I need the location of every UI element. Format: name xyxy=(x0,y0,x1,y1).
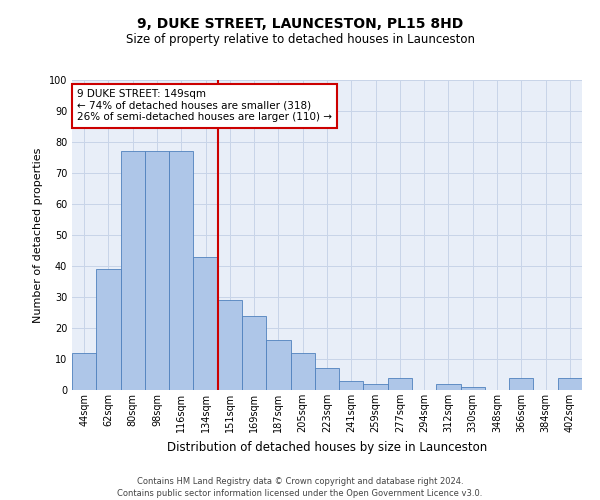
Text: Size of property relative to detached houses in Launceston: Size of property relative to detached ho… xyxy=(125,32,475,46)
Bar xyxy=(509,378,533,390)
Bar xyxy=(436,384,461,390)
Bar xyxy=(558,378,582,390)
Bar xyxy=(96,269,121,390)
Bar xyxy=(266,340,290,390)
Bar xyxy=(193,256,218,390)
Bar xyxy=(121,152,145,390)
Bar xyxy=(242,316,266,390)
X-axis label: Distribution of detached houses by size in Launceston: Distribution of detached houses by size … xyxy=(167,440,487,454)
Bar xyxy=(339,380,364,390)
Bar xyxy=(315,368,339,390)
Text: Contains HM Land Registry data © Crown copyright and database right 2024.: Contains HM Land Registry data © Crown c… xyxy=(137,478,463,486)
Bar xyxy=(72,353,96,390)
Y-axis label: Number of detached properties: Number of detached properties xyxy=(33,148,43,322)
Text: 9 DUKE STREET: 149sqm
← 74% of detached houses are smaller (318)
26% of semi-det: 9 DUKE STREET: 149sqm ← 74% of detached … xyxy=(77,90,332,122)
Bar xyxy=(461,387,485,390)
Bar xyxy=(145,152,169,390)
Bar xyxy=(364,384,388,390)
Text: Contains public sector information licensed under the Open Government Licence v3: Contains public sector information licen… xyxy=(118,489,482,498)
Bar xyxy=(388,378,412,390)
Bar xyxy=(169,152,193,390)
Text: 9, DUKE STREET, LAUNCESTON, PL15 8HD: 9, DUKE STREET, LAUNCESTON, PL15 8HD xyxy=(137,18,463,32)
Bar xyxy=(290,353,315,390)
Bar xyxy=(218,300,242,390)
